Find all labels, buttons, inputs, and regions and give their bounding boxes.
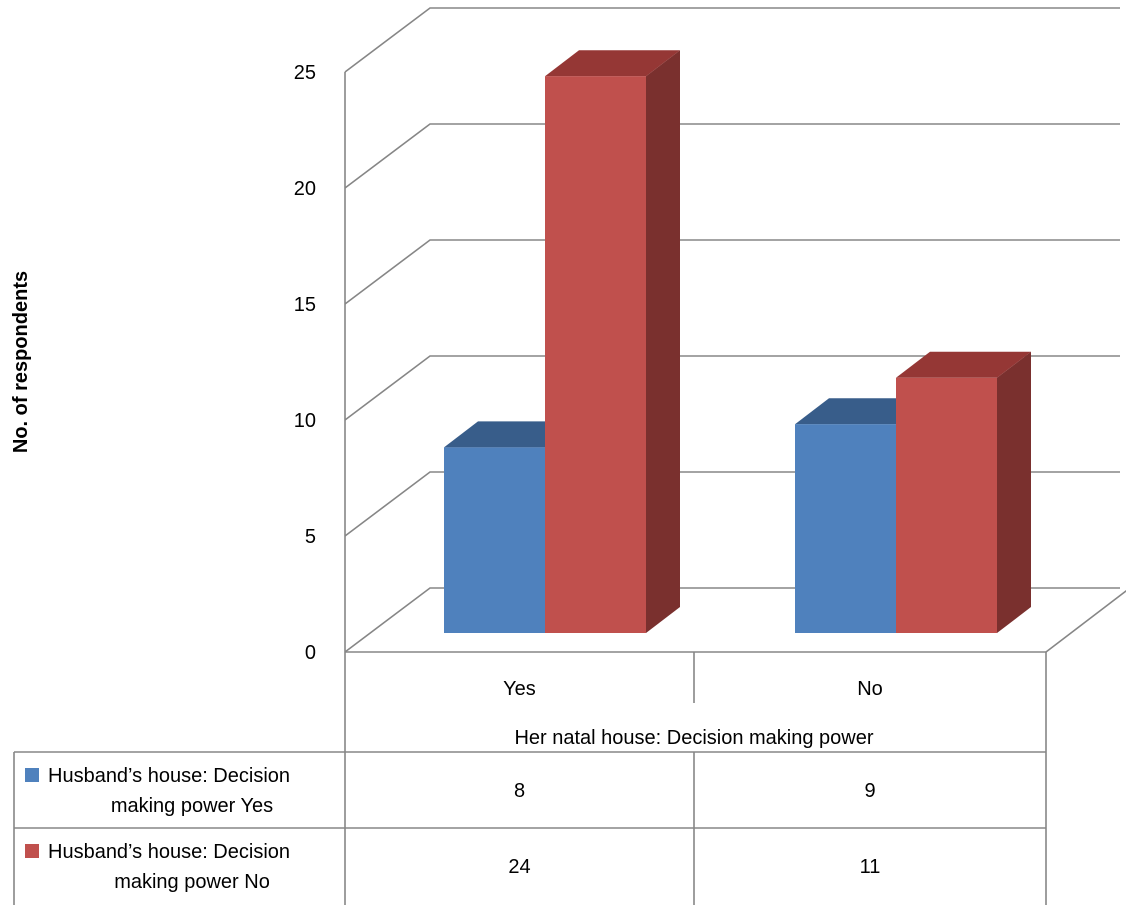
data-label: 9 [864, 780, 875, 802]
legend-label: Husband’s house: Decision [48, 765, 290, 787]
gridline [344, 7, 1120, 73]
data-label: 24 [508, 856, 530, 878]
legend-swatch [25, 844, 39, 858]
y-tick-label: 20 [294, 178, 316, 200]
y-tick-label: 0 [305, 642, 316, 664]
legend-swatch [25, 768, 39, 782]
y-tick-label: 15 [294, 294, 316, 316]
gridline [344, 239, 1120, 305]
bar [896, 351, 1031, 633]
bar-front [896, 377, 997, 633]
legend-label: Husband’s house: Decision [48, 841, 290, 863]
y-axis-label: No. of respondents [10, 271, 32, 453]
data-label: 8 [514, 780, 525, 802]
gridline [344, 355, 1120, 421]
gridlines [344, 7, 1126, 653]
y-tick-label: 5 [305, 526, 316, 548]
y-axis-ticks: 0 5 10 15 20 25 [294, 62, 316, 664]
legend-label: making power No [114, 871, 270, 893]
bar-front [444, 447, 545, 633]
bar-front [545, 76, 646, 633]
bar-top [545, 50, 680, 77]
gridline [344, 123, 1120, 189]
y-tick-label: 25 [294, 62, 316, 84]
bar-front [795, 424, 896, 633]
data-table: Yes No Husband’s house: Decision making pow… [13, 652, 1047, 905]
x-axis-title: Her natal house: Decision making power [514, 727, 873, 749]
legend-label: making power Yes [111, 795, 273, 817]
floor-right-edge [1045, 590, 1126, 653]
bar-side [997, 351, 1031, 633]
bar-top [896, 351, 1031, 378]
bar [545, 50, 680, 633]
y-tick-label: 10 [294, 410, 316, 432]
category-label: No [857, 678, 883, 700]
bar-side [646, 50, 680, 633]
data-label: 11 [860, 856, 881, 878]
category-label: Yes [503, 678, 536, 700]
bars [444, 50, 1031, 633]
